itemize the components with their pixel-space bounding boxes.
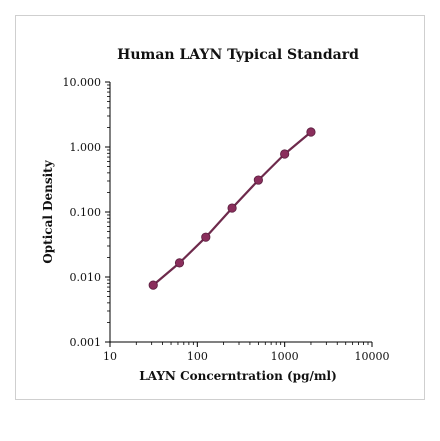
y-tick-label: 0.100	[70, 206, 102, 219]
y-tick-label: 0.010	[70, 271, 102, 284]
chart-title: Human LAYN Typical Standard	[117, 47, 359, 63]
data-point	[174, 258, 185, 268]
x-tick-label: 1000	[271, 350, 299, 363]
data-point	[253, 175, 263, 185]
chart-frame	[15, 15, 425, 400]
y-tick-label: 10.000	[63, 76, 102, 89]
data-point	[227, 203, 237, 213]
x-axis-label: LAYN Concerntration (pg/ml)	[139, 369, 337, 383]
y-axis-label: Optical Density	[41, 159, 55, 263]
x-tick-label: 100	[187, 350, 208, 363]
y-tick-label: 1.000	[70, 141, 102, 154]
data-point	[201, 232, 211, 242]
x-tick-label: 10	[103, 350, 117, 363]
y-tick-label: 0.001	[70, 336, 102, 349]
data-point	[280, 149, 290, 159]
x-tick-label: 10000	[355, 350, 390, 363]
data-point	[306, 127, 316, 137]
data-point	[148, 280, 158, 290]
